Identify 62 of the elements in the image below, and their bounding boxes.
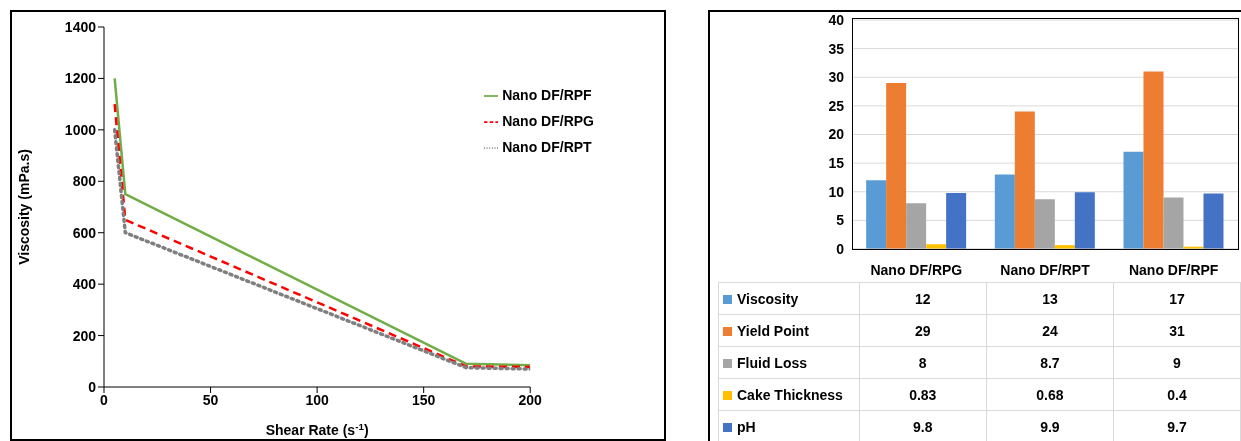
x-tick-label: 0 xyxy=(100,391,109,408)
bar xyxy=(866,180,887,249)
bar xyxy=(1143,71,1164,249)
legend-label: Fluid Loss xyxy=(718,346,860,379)
y-tick-label: 30 xyxy=(828,69,845,86)
y-axis-title: Viscosity (mPa.s) xyxy=(15,149,32,265)
data-label: 9.9 xyxy=(986,410,1114,441)
data-label: 8.7 xyxy=(986,346,1114,379)
data-label: 0.4 xyxy=(1113,378,1241,411)
x-axis-title: Shear Rate (s$^{-1}$) xyxy=(265,420,369,438)
y-tick-label: 20 xyxy=(828,126,845,143)
legend-label: Viscosity xyxy=(718,282,860,315)
legend-label: Nano DF/RPT xyxy=(502,139,592,155)
data-label: 13 xyxy=(986,282,1114,315)
bar xyxy=(1034,199,1055,249)
data-label: 24 xyxy=(986,314,1114,347)
bar xyxy=(1203,193,1224,249)
legend-label: Nano DF/RPG xyxy=(502,113,594,129)
y-tick-label: 0 xyxy=(88,378,97,395)
y-tick-label: 35 xyxy=(828,40,845,57)
x-tick-label: Nano DF/RPG xyxy=(870,261,963,278)
y-tick-label: 5 xyxy=(836,212,845,229)
bar xyxy=(946,192,967,249)
x-tick-label: Nano DF/RPT xyxy=(1000,261,1091,278)
y-tick-label: 600 xyxy=(72,224,97,241)
y-tick-label: 800 xyxy=(72,173,97,190)
y-tick-label: 200 xyxy=(72,327,97,344)
y-tick-label: 10 xyxy=(828,183,845,200)
data-label: 31 xyxy=(1113,314,1241,347)
legend-label: Nano DF/RPF xyxy=(502,87,592,103)
bar xyxy=(886,82,907,249)
legend-label: pH xyxy=(718,410,860,441)
bar xyxy=(1163,197,1184,249)
data-label: 12 xyxy=(859,282,987,315)
x-tick-label: 200 xyxy=(518,391,543,408)
y-tick-label: 0 xyxy=(836,240,845,257)
y-tick-label: 1400 xyxy=(64,18,97,35)
bar xyxy=(994,174,1015,249)
y-tick-label: 1200 xyxy=(64,70,97,87)
data-label: 9.8 xyxy=(859,410,987,441)
data-label: 9 xyxy=(1113,346,1241,379)
bar xyxy=(1074,192,1095,249)
x-tick-label: Nano DF/RPF xyxy=(1128,261,1219,278)
y-tick-label: 25 xyxy=(828,97,845,114)
x-tick-label: 100 xyxy=(305,391,329,408)
x-tick-label: 50 xyxy=(202,391,219,408)
data-label: 9.7 xyxy=(1113,410,1241,441)
y-tick-label: 15 xyxy=(828,155,845,172)
y-tick-label: 1000 xyxy=(64,121,97,138)
legend-label: Yield Point xyxy=(718,314,860,347)
data-label: 0.83 xyxy=(859,378,987,411)
bar xyxy=(906,203,927,249)
data-label: 17 xyxy=(1113,282,1241,315)
y-tick-label: 40 xyxy=(828,11,845,28)
bar xyxy=(1123,151,1144,249)
x-tick-label: 150 xyxy=(411,391,436,408)
data-label: 0.68 xyxy=(986,378,1114,411)
y-tick-label: 400 xyxy=(72,276,97,293)
data-label: 29 xyxy=(859,314,987,347)
data-label: 8 xyxy=(859,346,987,379)
bar xyxy=(1014,111,1035,249)
legend-label: Cake Thickness xyxy=(718,378,860,411)
